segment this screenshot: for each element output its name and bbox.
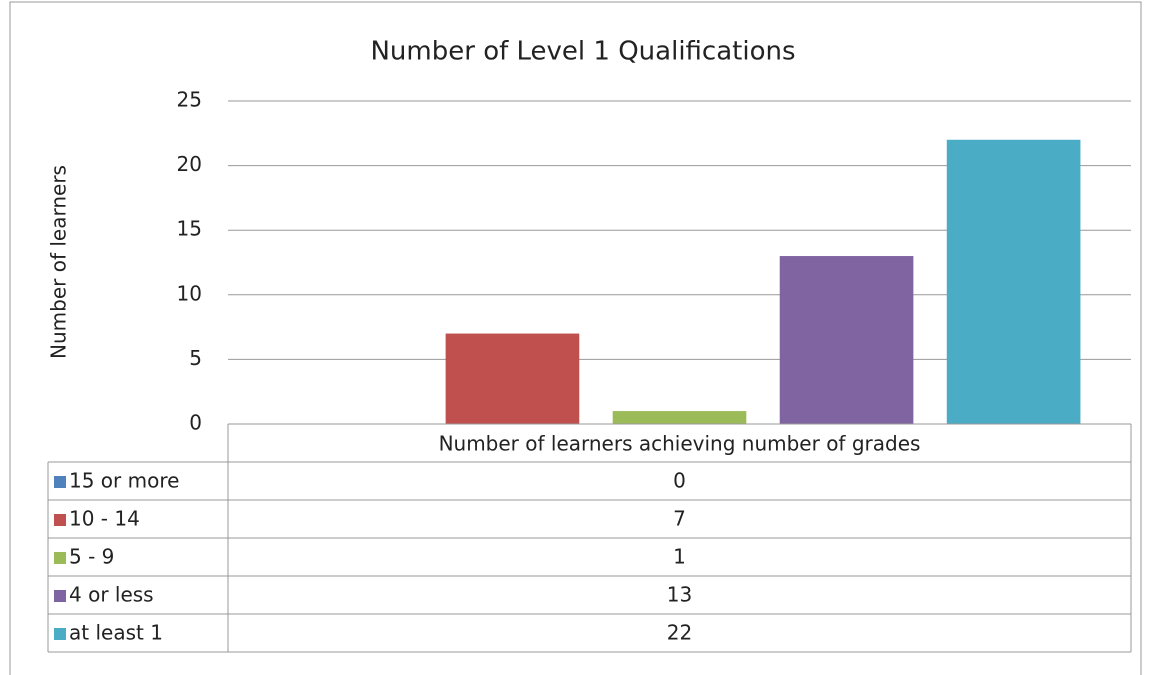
legend-swatch [54, 590, 66, 602]
y-tick-label: 20 [177, 152, 202, 176]
bar [445, 333, 580, 424]
y-tick-label: 5 [189, 346, 202, 370]
legend-label: 4 or less [69, 583, 154, 607]
legend-swatch [54, 476, 66, 488]
legend-label: 15 or more [69, 469, 179, 493]
chart-border [9, 1, 1142, 675]
y-tick-label: 25 [177, 88, 202, 112]
x-tick-label: Number of learners achieving number of g… [439, 432, 921, 456]
table-value: 7 [673, 507, 686, 531]
table-value: 13 [667, 583, 692, 607]
y-axis-title: Number of learners [47, 165, 71, 359]
legend-swatch [54, 628, 66, 640]
chart-title: Number of Level 1 Qualifications [370, 37, 795, 67]
y-tick-label: 0 [189, 411, 202, 435]
bar [612, 411, 747, 424]
table-value: 22 [667, 621, 692, 645]
bar [779, 256, 914, 424]
legend-label: 10 - 14 [69, 507, 140, 531]
table-value: 0 [673, 469, 686, 493]
bar [946, 139, 1081, 424]
y-tick-label: 10 [177, 281, 202, 305]
legend-label: at least 1 [69, 621, 163, 645]
legend-swatch [54, 514, 66, 526]
table-value: 1 [673, 545, 686, 569]
legend-label: 5 - 9 [69, 545, 114, 569]
y-tick-label: 15 [177, 217, 202, 241]
legend-swatch [54, 552, 66, 564]
